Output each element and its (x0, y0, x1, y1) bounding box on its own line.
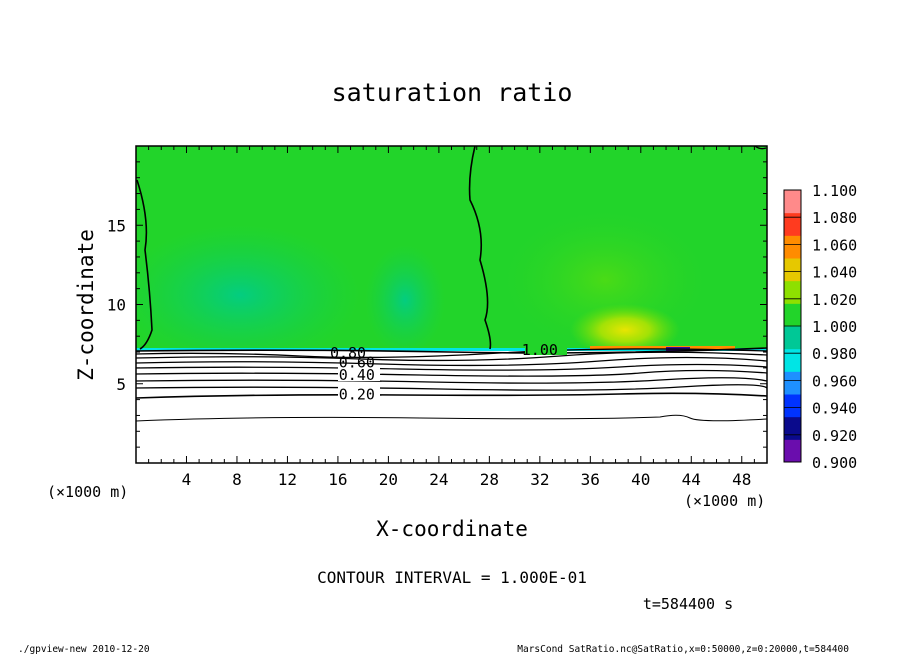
colorbar-label: 1.020 (812, 291, 857, 309)
contour-label-mask (338, 383, 380, 399)
contour-label-mask (338, 365, 380, 381)
x-tick-label: 40 (631, 470, 650, 489)
field-cyan-band (136, 348, 767, 351)
x-axis-label: X-coordinate (376, 517, 528, 541)
colorbar: 0.900 0.920 0.940 0.960 0.980 1.000 1.020 1.040… (783, 182, 857, 472)
colorbar-swatch (784, 416, 801, 440)
contour-line-0.60 (136, 363, 767, 371)
contour-line-1.00 (136, 347, 767, 354)
contour-line-0.30 (136, 384, 767, 391)
colorbar-label: 0.920 (812, 427, 857, 445)
contour-label: 1.00 (522, 341, 558, 359)
contour-line-0.80 (136, 351, 767, 362)
plot-area: 0.200.400.600.80 1.00 (136, 146, 767, 463)
field-orange-band (590, 346, 735, 349)
y-tick-label: 15 (107, 216, 126, 235)
colorbar-swatch (784, 348, 801, 372)
x-tick-label: 48 (732, 470, 751, 489)
x-tick-label: 20 (379, 470, 398, 489)
x-tick-label: 32 (530, 470, 549, 489)
contour-label: 0.80 (330, 344, 366, 362)
chart-title: saturation ratio (332, 78, 573, 107)
x-axis: 4 8 12 16 20 24 28 32 36 40 44 48 (148, 146, 755, 489)
field-patch-teal-2 (365, 245, 445, 355)
field-patch-teal-1 (136, 225, 360, 365)
contour-label-mask (525, 340, 567, 355)
colorbar-swatch (784, 235, 801, 259)
colorbar-label: 0.900 (812, 454, 857, 472)
colorbar-swatch (784, 394, 801, 418)
colorbar-label: 1.060 (812, 236, 857, 254)
x-tick-label: 24 (429, 470, 448, 489)
time-label: t=584400 s (643, 595, 733, 613)
colorbar-swatch (784, 212, 801, 236)
contour-line-0.90 (136, 348, 767, 359)
x-tick-label: 4 (182, 470, 192, 489)
colorbar-label: 0.960 (812, 372, 857, 390)
contour-interval: CONTOUR INTERVAL = 1.000E-01 (317, 568, 587, 587)
colorbar-label: 1.080 (812, 209, 857, 227)
y-axis: 5 10 15 (107, 161, 767, 448)
colorbar-swatch (784, 439, 801, 463)
colorbar-swatch (784, 258, 801, 282)
colorbar-swatch (784, 280, 801, 304)
contour-label: 0.60 (339, 354, 375, 372)
x-tick-label: 8 (232, 470, 242, 489)
contour-line-1.00-mid (468, 146, 492, 350)
contour-label: 0.40 (339, 366, 375, 384)
colorbar-swatch (784, 371, 801, 395)
colorbar-swatch (784, 326, 801, 350)
x-unit-right: (×1000 m) (684, 492, 765, 510)
y-axis-label: Z-coordinate (74, 229, 98, 381)
contour-line-0.40 (136, 377, 767, 384)
contour-line-0.20 (136, 392, 767, 399)
y-tick-label: 10 (107, 296, 126, 315)
contour-line-0.70 (136, 356, 767, 367)
footer-left: ./gpview-new 2010-12-20 (18, 644, 150, 654)
field-purple-patch (666, 347, 690, 353)
x-tick-label: 36 (581, 470, 600, 489)
colorbar-label: 1.100 (812, 182, 857, 200)
y-tick-label: 5 (116, 375, 126, 394)
contour-label: 0.20 (339, 385, 375, 403)
colorbar-swatch (784, 190, 801, 214)
x-tick-label: 44 (682, 470, 701, 489)
contour-line-0.50 (136, 369, 767, 377)
colorbar-label: 1.040 (812, 264, 857, 282)
colorbar-label: 0.940 (812, 400, 857, 418)
x-unit-left: (×1000 m) (47, 483, 128, 501)
colorbar-swatch (784, 303, 801, 327)
x-tick-label: 12 (278, 470, 297, 489)
colorbar-label: 1.000 (812, 318, 857, 336)
contour-labels: 0.200.400.600.80 1.00 (330, 341, 558, 403)
contour-line-0.10 (136, 414, 767, 422)
contour-line-1.00-left (136, 179, 153, 350)
x-tick-label: 28 (480, 470, 499, 489)
field-patch-yellow (570, 304, 680, 356)
x-tick-label: 16 (328, 470, 347, 489)
colorbar-label: 0.980 (812, 345, 857, 363)
footer-right: MarsCond_SatRatio.nc@SatRatio,x=0:50000,… (517, 644, 849, 654)
